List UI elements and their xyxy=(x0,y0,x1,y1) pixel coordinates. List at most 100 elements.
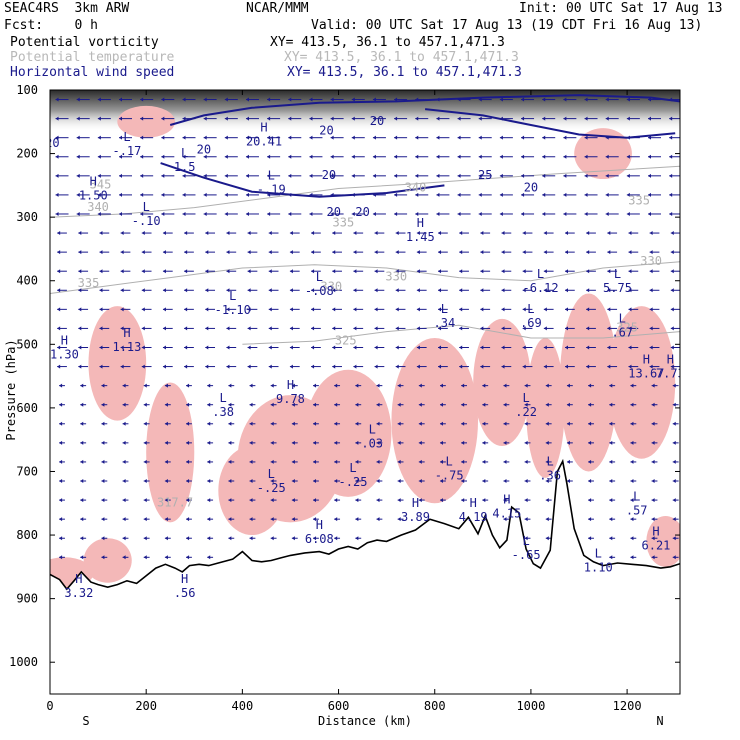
wind-vector-head xyxy=(226,288,230,293)
high-low-value: .38 xyxy=(212,405,234,419)
wind-vector-head xyxy=(649,288,653,293)
wind-vector xyxy=(395,288,406,293)
wind-vector-head xyxy=(101,479,105,484)
wind-vector xyxy=(249,498,256,503)
wind-vector xyxy=(457,154,471,159)
wind-vector-head xyxy=(143,536,147,541)
wind-vector-head xyxy=(267,97,271,102)
wind-vector-head xyxy=(288,135,292,140)
wind-vector xyxy=(97,116,111,121)
wind-vector xyxy=(205,288,216,293)
high-low-marker: H7.73 xyxy=(656,353,680,381)
wind-vector-head xyxy=(164,421,168,426)
wind-vector-head xyxy=(55,135,59,140)
wind-vector xyxy=(332,269,342,274)
wind-vector xyxy=(478,116,492,121)
wind-vector-head xyxy=(143,440,147,445)
wind-vector xyxy=(372,116,386,121)
wind-vector-head xyxy=(438,307,442,312)
wind-vector-head xyxy=(186,479,190,484)
wind-vector-head xyxy=(586,326,590,331)
wind-vector xyxy=(122,536,129,541)
wind-vector-head xyxy=(394,154,398,159)
wind-vector xyxy=(376,402,383,407)
high-low-value: 6.21 xyxy=(642,538,671,552)
wind-vector xyxy=(376,421,383,426)
high-low-letter: L xyxy=(522,534,529,548)
wind-vector-head xyxy=(566,459,570,464)
wind-vector xyxy=(330,116,344,121)
wind-vector xyxy=(524,402,531,407)
wind-vector xyxy=(76,97,90,102)
wind-vector xyxy=(438,269,448,274)
wind-vector xyxy=(649,307,660,312)
wind-vector xyxy=(59,555,65,560)
wind-vector xyxy=(501,231,512,236)
wind-vector xyxy=(288,173,302,178)
wind-vector xyxy=(226,364,237,369)
wind-vector xyxy=(55,116,69,121)
wind-vector-head xyxy=(164,555,168,560)
wind-vector xyxy=(415,135,429,140)
wind-vector xyxy=(311,250,321,255)
wind-vector-head xyxy=(268,345,272,350)
wind-vector xyxy=(334,421,341,426)
wind-vector xyxy=(584,135,598,140)
wind-vector xyxy=(101,440,108,445)
wind-vector-head xyxy=(588,421,592,426)
wind-vector xyxy=(268,345,279,350)
high-low-value: -.08 xyxy=(305,284,334,298)
wind-vector xyxy=(588,517,594,522)
wind-vector-head xyxy=(609,440,613,445)
wind-vector-head xyxy=(313,536,317,541)
wind-vector xyxy=(501,269,512,274)
theta-contour-label: 335 xyxy=(333,216,355,230)
wind-vector-head xyxy=(57,231,61,236)
wind-vector xyxy=(247,288,258,293)
wind-vector xyxy=(609,459,616,464)
wind-vector-head xyxy=(224,173,228,178)
wind-vector xyxy=(55,192,69,197)
wind-vector-head xyxy=(586,269,590,274)
x-tick-label: 800 xyxy=(424,699,446,713)
wind-vector xyxy=(351,135,365,140)
wind-vector-head xyxy=(480,231,484,236)
wind-vector xyxy=(311,364,321,369)
wind-vector-head xyxy=(249,459,253,464)
high-low-letter: L xyxy=(547,454,554,468)
high-low-letter: L xyxy=(181,146,188,160)
wind-vector xyxy=(186,440,192,445)
wind-vector xyxy=(459,307,469,312)
pv-region xyxy=(391,337,479,504)
wind-vector xyxy=(586,307,596,312)
wind-vector-head xyxy=(289,307,293,312)
wind-vector xyxy=(651,555,658,560)
wind-vector-head xyxy=(524,459,528,464)
wind-vector-head xyxy=(670,288,674,293)
wind-vector-head xyxy=(311,231,315,236)
wind-vector xyxy=(543,345,554,350)
wind-vector-head xyxy=(288,173,292,178)
wind-vector xyxy=(542,97,556,102)
wind-vector-head xyxy=(588,383,592,388)
high-low-letter: L xyxy=(619,311,626,325)
wind-vector-head xyxy=(478,173,482,178)
wind-vector-head xyxy=(355,421,359,426)
wind-vector xyxy=(397,459,404,464)
wind-vector xyxy=(289,307,300,312)
isotach-label: 20 xyxy=(370,114,384,128)
wind-vector xyxy=(291,517,298,522)
wind-vector-head xyxy=(224,135,228,140)
wind-vector xyxy=(586,288,596,293)
wind-vector-head xyxy=(649,326,653,331)
wind-vector xyxy=(586,326,596,331)
wind-vector xyxy=(226,345,237,350)
isotach-contour xyxy=(160,162,445,198)
high-low-marker: L-.08 xyxy=(305,270,334,298)
wind-vector xyxy=(609,536,616,541)
wind-vector xyxy=(670,250,680,255)
wind-vector-head xyxy=(545,440,549,445)
wind-vector-head xyxy=(120,269,124,274)
high-low-value: .36 xyxy=(539,468,561,482)
high-low-letter: L xyxy=(446,454,453,468)
